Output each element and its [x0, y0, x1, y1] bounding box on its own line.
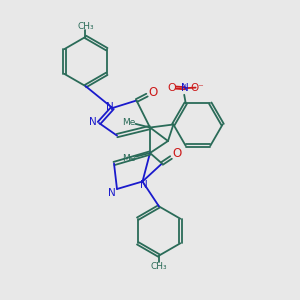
- Text: CH₃: CH₃: [151, 262, 167, 271]
- Text: N: N: [140, 180, 148, 190]
- Text: +: +: [182, 83, 188, 92]
- Text: O: O: [172, 147, 182, 160]
- Text: N: N: [88, 117, 96, 128]
- Text: O⁻: O⁻: [190, 82, 204, 93]
- Text: O: O: [168, 82, 177, 93]
- Text: O: O: [149, 85, 158, 99]
- Text: Me: Me: [122, 154, 135, 163]
- Text: CH₃: CH₃: [77, 22, 94, 31]
- Text: N: N: [181, 82, 189, 93]
- Text: N: N: [106, 101, 113, 112]
- Text: Me: Me: [122, 118, 135, 127]
- Text: N: N: [108, 188, 116, 198]
